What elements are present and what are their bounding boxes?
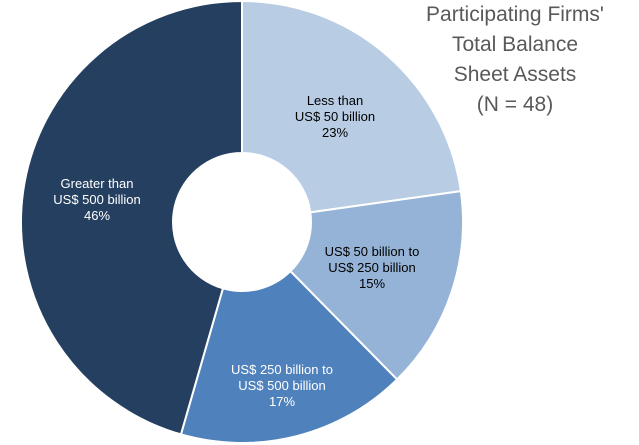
slices-layer <box>20 0 464 444</box>
labels-layer: Less than US$ 50 billion 23%US$ 50 billion… <box>53 93 419 409</box>
slice-label-2: US$ 250 billion to US$ 500 billion 17% <box>231 362 333 409</box>
donut-slice-1 <box>288 190 464 381</box>
donut-slice-3 <box>20 0 243 436</box>
slice-label-line: US$ 250 billion to <box>231 362 333 377</box>
slice-label-1: US$ 50 billion to US$ 250 billion 15% <box>325 244 420 291</box>
slice-label-line: US$ 250 billion <box>328 260 415 275</box>
donut-slice-2 <box>179 269 399 444</box>
chart-title-line: Participating Firms' <box>426 3 604 26</box>
slice-label-0: Less than US$ 50 billion 23% <box>295 93 375 140</box>
slice-label-line: US$ 500 billion <box>53 192 140 207</box>
slice-label-line: US$ 500 billion <box>238 378 325 393</box>
slice-label-line: Greater than <box>61 176 134 191</box>
slice-label-line: 23% <box>322 125 348 140</box>
slice-label-line: US$ 50 billion to <box>325 244 420 259</box>
chart-title-line: (N = 48) <box>476 93 554 116</box>
slice-label-3: Greater than US$ 500 billion 46% <box>53 176 140 223</box>
donut-slice-0 <box>241 0 462 214</box>
chart-title: Participating Firms' Total Balance Sheet… <box>395 0 635 120</box>
slice-label-line: Less than <box>307 93 363 108</box>
slice-label-line: 46% <box>84 208 110 223</box>
chart-title-line: Total Balance <box>451 33 579 56</box>
slice-label-line: 17% <box>269 394 295 409</box>
chart-title-line: Sheet Assets <box>453 63 577 86</box>
slice-label-line: US$ 50 billion <box>295 109 375 124</box>
slice-label-line: 15% <box>359 276 385 291</box>
